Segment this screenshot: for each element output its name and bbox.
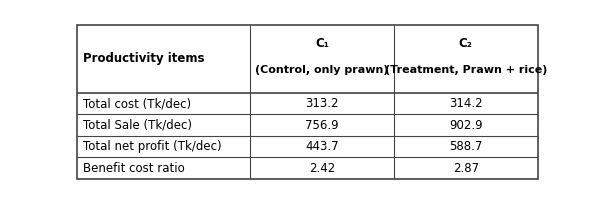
Text: 314.2: 314.2 xyxy=(449,97,482,110)
Text: 443.7: 443.7 xyxy=(305,140,338,153)
Text: 2.87: 2.87 xyxy=(452,162,479,175)
Text: 588.7: 588.7 xyxy=(449,140,482,153)
Text: 313.2: 313.2 xyxy=(305,97,338,110)
Text: 756.9: 756.9 xyxy=(305,119,338,132)
Text: 2.42: 2.42 xyxy=(309,162,335,175)
Text: Productivity items: Productivity items xyxy=(83,52,205,65)
Text: (Treatment, Prawn + rice): (Treatment, Prawn + rice) xyxy=(385,65,547,75)
Text: Benefit cost ratio: Benefit cost ratio xyxy=(83,162,185,175)
Text: Total net profit (Tk/dec): Total net profit (Tk/dec) xyxy=(83,140,222,153)
Text: C₁: C₁ xyxy=(315,38,329,50)
Text: C₂: C₂ xyxy=(459,38,473,50)
Text: 902.9: 902.9 xyxy=(449,119,482,132)
Text: (Control, only prawn): (Control, only prawn) xyxy=(255,65,389,75)
Text: Total cost (Tk/dec): Total cost (Tk/dec) xyxy=(83,97,191,110)
Text: Total Sale (Tk/dec): Total Sale (Tk/dec) xyxy=(83,119,193,132)
